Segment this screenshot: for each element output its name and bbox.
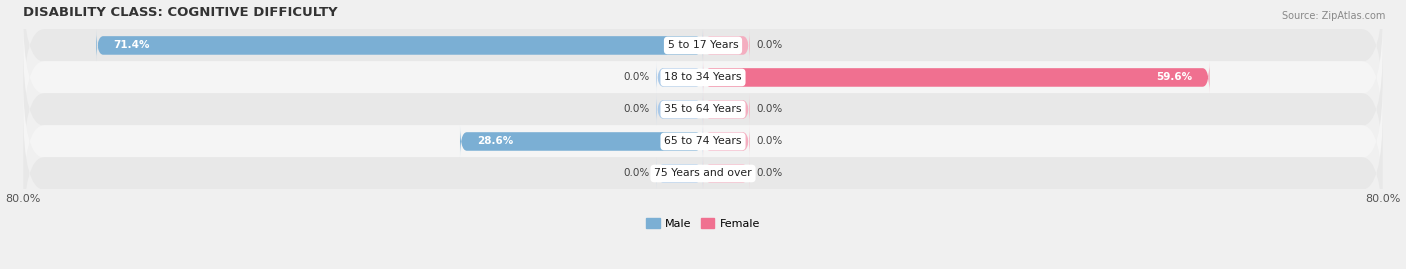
- FancyBboxPatch shape: [24, 46, 1382, 173]
- FancyBboxPatch shape: [24, 0, 1382, 109]
- FancyBboxPatch shape: [97, 29, 703, 62]
- Text: 0.0%: 0.0%: [756, 104, 783, 115]
- FancyBboxPatch shape: [657, 93, 703, 126]
- Text: 0.0%: 0.0%: [623, 104, 650, 115]
- FancyBboxPatch shape: [703, 125, 749, 158]
- FancyBboxPatch shape: [703, 93, 749, 126]
- Text: 0.0%: 0.0%: [756, 136, 783, 147]
- FancyBboxPatch shape: [460, 125, 703, 158]
- Text: Source: ZipAtlas.com: Source: ZipAtlas.com: [1281, 11, 1385, 21]
- Text: 0.0%: 0.0%: [756, 168, 783, 178]
- Text: 35 to 64 Years: 35 to 64 Years: [664, 104, 742, 115]
- FancyBboxPatch shape: [24, 110, 1382, 237]
- Text: 59.6%: 59.6%: [1156, 72, 1192, 83]
- Text: 0.0%: 0.0%: [756, 40, 783, 51]
- Text: 18 to 34 Years: 18 to 34 Years: [664, 72, 742, 83]
- FancyBboxPatch shape: [24, 14, 1382, 141]
- Text: 71.4%: 71.4%: [114, 40, 150, 51]
- FancyBboxPatch shape: [657, 157, 703, 190]
- Text: DISABILITY CLASS: COGNITIVE DIFFICULTY: DISABILITY CLASS: COGNITIVE DIFFICULTY: [24, 6, 337, 19]
- Text: 65 to 74 Years: 65 to 74 Years: [664, 136, 742, 147]
- Text: 0.0%: 0.0%: [623, 168, 650, 178]
- Text: 75 Years and over: 75 Years and over: [654, 168, 752, 178]
- FancyBboxPatch shape: [703, 29, 749, 62]
- FancyBboxPatch shape: [703, 61, 1209, 94]
- Legend: Male, Female: Male, Female: [647, 218, 759, 229]
- FancyBboxPatch shape: [703, 157, 749, 190]
- Text: 0.0%: 0.0%: [623, 72, 650, 83]
- Text: 5 to 17 Years: 5 to 17 Years: [668, 40, 738, 51]
- FancyBboxPatch shape: [24, 78, 1382, 205]
- Text: 28.6%: 28.6%: [477, 136, 513, 147]
- FancyBboxPatch shape: [657, 61, 703, 94]
